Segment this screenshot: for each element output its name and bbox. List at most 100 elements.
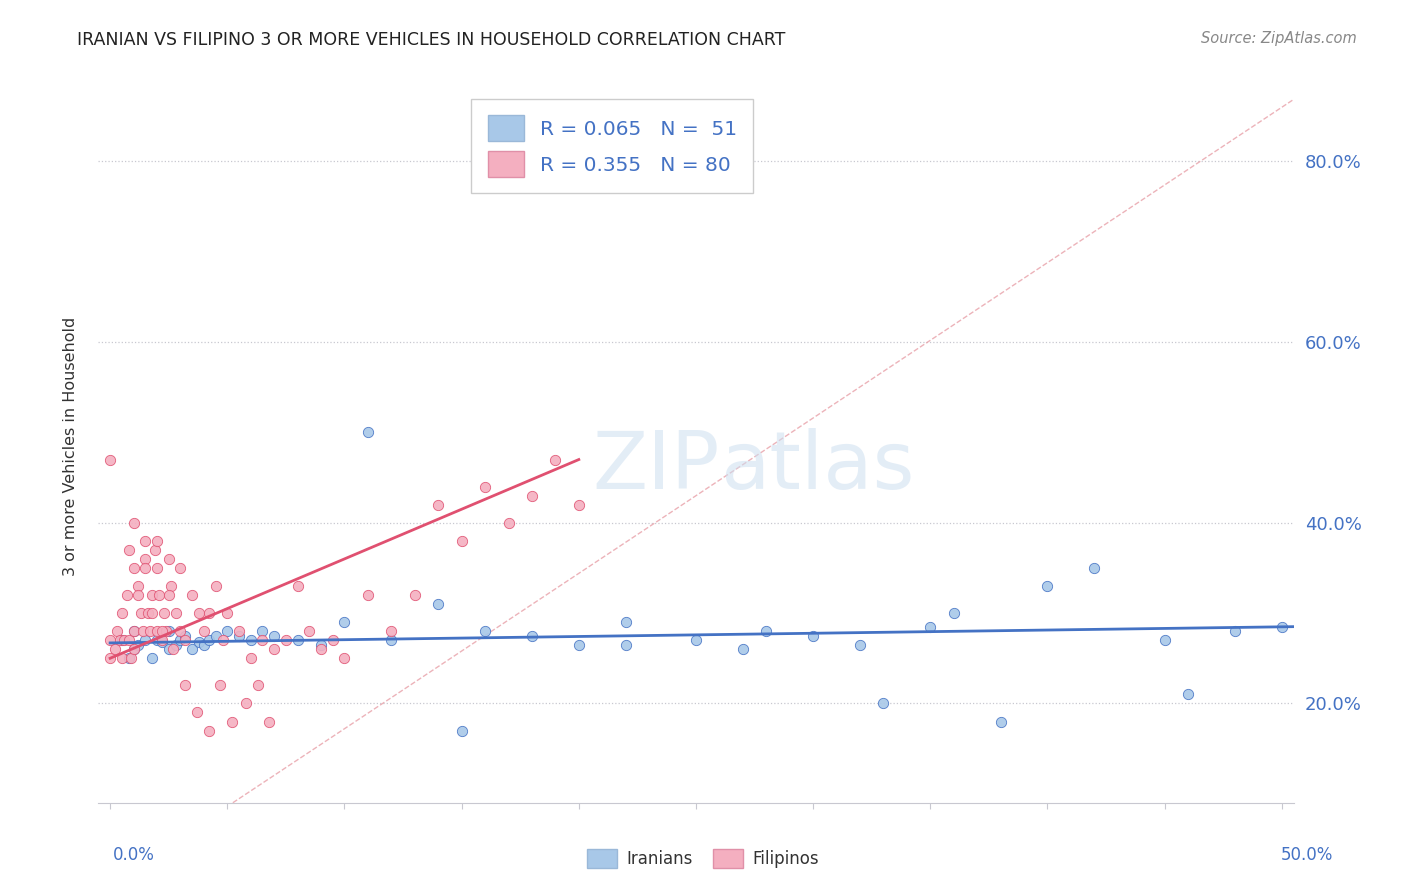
- Point: [404, 588, 426, 602]
- Point: [146, 533, 169, 548]
- Point: [134, 561, 156, 575]
- Point: [252, 633, 274, 648]
- Point: [239, 651, 262, 665]
- Point: [111, 651, 134, 665]
- Point: [112, 633, 135, 648]
- Point: [141, 588, 163, 602]
- Point: [98, 452, 121, 467]
- Point: [197, 723, 219, 738]
- Point: [211, 633, 233, 648]
- Point: [111, 606, 134, 620]
- Point: [1177, 687, 1199, 701]
- Point: [118, 633, 141, 648]
- Point: [239, 633, 262, 648]
- Point: [801, 629, 824, 643]
- Point: [127, 638, 149, 652]
- Point: [309, 642, 332, 657]
- Y-axis label: 3 or more Vehicles in Household: 3 or more Vehicles in Household: [63, 317, 77, 575]
- Point: [188, 606, 211, 620]
- Point: [474, 624, 496, 639]
- Point: [990, 714, 1012, 729]
- Point: [287, 633, 309, 648]
- Point: [129, 606, 152, 620]
- Point: [157, 552, 180, 566]
- Point: [146, 624, 169, 639]
- Point: [333, 651, 356, 665]
- Point: [111, 633, 134, 648]
- Point: [169, 633, 191, 648]
- Point: [252, 624, 274, 639]
- Point: [309, 638, 332, 652]
- Point: [287, 579, 309, 593]
- Point: [357, 425, 380, 440]
- Point: [122, 561, 145, 575]
- Point: [150, 624, 173, 639]
- Point: [157, 588, 180, 602]
- Legend: Iranians, Filipinos: Iranians, Filipinos: [578, 840, 828, 877]
- Point: [228, 624, 250, 639]
- Point: [380, 624, 402, 639]
- Point: [197, 606, 219, 620]
- Point: [118, 651, 141, 665]
- Point: [132, 624, 155, 639]
- Point: [221, 714, 243, 729]
- Point: [169, 561, 191, 575]
- Point: [520, 629, 543, 643]
- Point: [274, 633, 297, 648]
- Point: [1036, 579, 1059, 593]
- Point: [235, 697, 257, 711]
- Point: [143, 542, 166, 557]
- Point: [98, 633, 121, 648]
- Point: [322, 633, 344, 648]
- Legend: R = 0.065   N =  51, R = 0.355   N = 80: R = 0.065 N = 51, R = 0.355 N = 80: [471, 99, 754, 194]
- Point: [193, 638, 215, 652]
- Point: [197, 633, 219, 648]
- Point: [498, 516, 520, 530]
- Point: [160, 579, 183, 593]
- Point: [614, 615, 637, 629]
- Point: [141, 651, 163, 665]
- Point: [157, 624, 180, 639]
- Point: [122, 516, 145, 530]
- Point: [150, 635, 173, 649]
- Point: [174, 633, 197, 648]
- Point: [118, 542, 141, 557]
- Text: IRANIAN VS FILIPINO 3 OR MORE VEHICLES IN HOUSEHOLD CORRELATION CHART: IRANIAN VS FILIPINO 3 OR MORE VEHICLES I…: [77, 31, 786, 49]
- Point: [148, 588, 170, 602]
- Point: [193, 624, 215, 639]
- Point: [188, 635, 211, 649]
- Point: [174, 678, 197, 692]
- Point: [165, 638, 187, 652]
- Point: [263, 629, 285, 643]
- Point: [849, 638, 872, 652]
- Point: [474, 480, 496, 494]
- Point: [157, 642, 180, 657]
- Point: [1223, 624, 1246, 639]
- Point: [155, 624, 177, 639]
- Point: [755, 624, 778, 639]
- Point: [139, 624, 162, 639]
- Point: [872, 697, 894, 711]
- Point: [174, 629, 197, 643]
- Point: [450, 723, 472, 738]
- Point: [150, 633, 173, 648]
- Point: [122, 624, 145, 639]
- Point: [98, 651, 121, 665]
- Point: [380, 633, 402, 648]
- Point: [104, 642, 127, 657]
- Point: [246, 678, 269, 692]
- Point: [141, 606, 163, 620]
- Text: 0.0%: 0.0%: [112, 846, 155, 863]
- Point: [357, 588, 380, 602]
- Point: [122, 642, 145, 657]
- Point: [122, 624, 145, 639]
- Point: [217, 606, 239, 620]
- Point: [731, 642, 754, 657]
- Point: [165, 606, 187, 620]
- Point: [134, 533, 156, 548]
- Point: [520, 489, 543, 503]
- Text: atlas: atlas: [720, 428, 914, 507]
- Point: [181, 588, 204, 602]
- Point: [427, 597, 450, 611]
- Point: [1271, 620, 1294, 634]
